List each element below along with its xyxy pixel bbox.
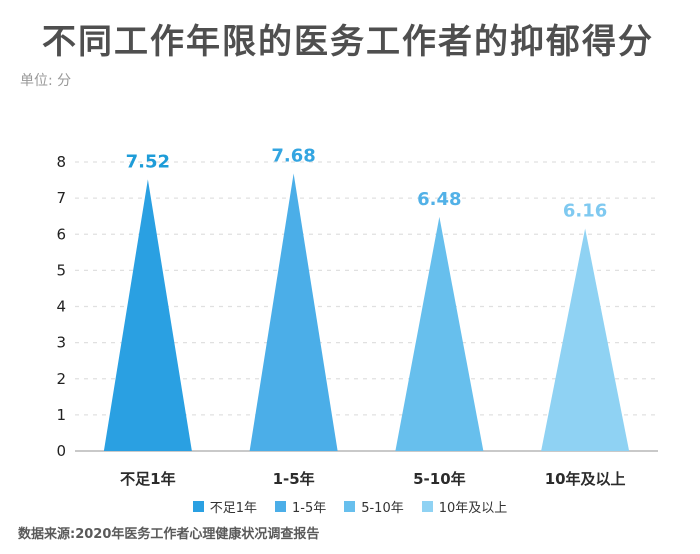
- legend-item: 不足1年: [192, 497, 257, 516]
- legend-label: 1-5年: [291, 501, 327, 516]
- legend-item: 10年及以上: [421, 497, 508, 516]
- y-tick-label: 0: [56, 442, 66, 460]
- y-tick-label: 2: [56, 370, 66, 388]
- value-label: 7.52: [126, 151, 170, 172]
- triangle-bar: [249, 173, 338, 451]
- x-category-label: 不足1年: [120, 470, 175, 488]
- triangle-bar: [395, 216, 484, 451]
- data-source: 数据来源:2020年医务工作者心理健康状况调查报告: [18, 527, 320, 542]
- unit-label: 单位: 分: [20, 73, 72, 89]
- y-tick-label: 5: [56, 261, 66, 279]
- y-tick-label: 6: [56, 225, 66, 243]
- chart-legend: 不足1年 1-5年 5-10年 10年及以上: [0, 497, 700, 516]
- legend-label: 不足1年: [209, 501, 257, 516]
- legend-label: 5-10年: [361, 501, 404, 516]
- y-tick-label: 1: [56, 406, 66, 424]
- legend-item: 1-5年: [274, 497, 327, 516]
- x-category-label: 1-5年: [273, 470, 315, 488]
- y-tick-label: 7: [56, 189, 66, 207]
- triangle-bar: [541, 228, 630, 451]
- value-label: 7.68: [271, 146, 315, 167]
- legend-swatch-icon: [192, 501, 204, 512]
- triangle-bar: [103, 179, 192, 451]
- x-category-label: 5-10年: [413, 470, 466, 488]
- page-title: 不同工作年限的医务工作者的抑郁得分: [42, 22, 654, 62]
- legend-swatch-icon: [274, 501, 286, 512]
- legend-item: 5-10年: [344, 497, 404, 516]
- y-tick-label: 8: [56, 153, 66, 171]
- x-category-label: 10年及以上: [545, 470, 626, 488]
- y-tick-label: 4: [56, 298, 66, 316]
- y-tick-label: 3: [56, 334, 66, 352]
- value-label: 6.48: [417, 189, 461, 210]
- legend-swatch-icon: [344, 501, 356, 512]
- legend-swatch-icon: [421, 501, 433, 512]
- legend-label: 10年及以上: [438, 501, 508, 516]
- value-label: 6.16: [563, 200, 607, 221]
